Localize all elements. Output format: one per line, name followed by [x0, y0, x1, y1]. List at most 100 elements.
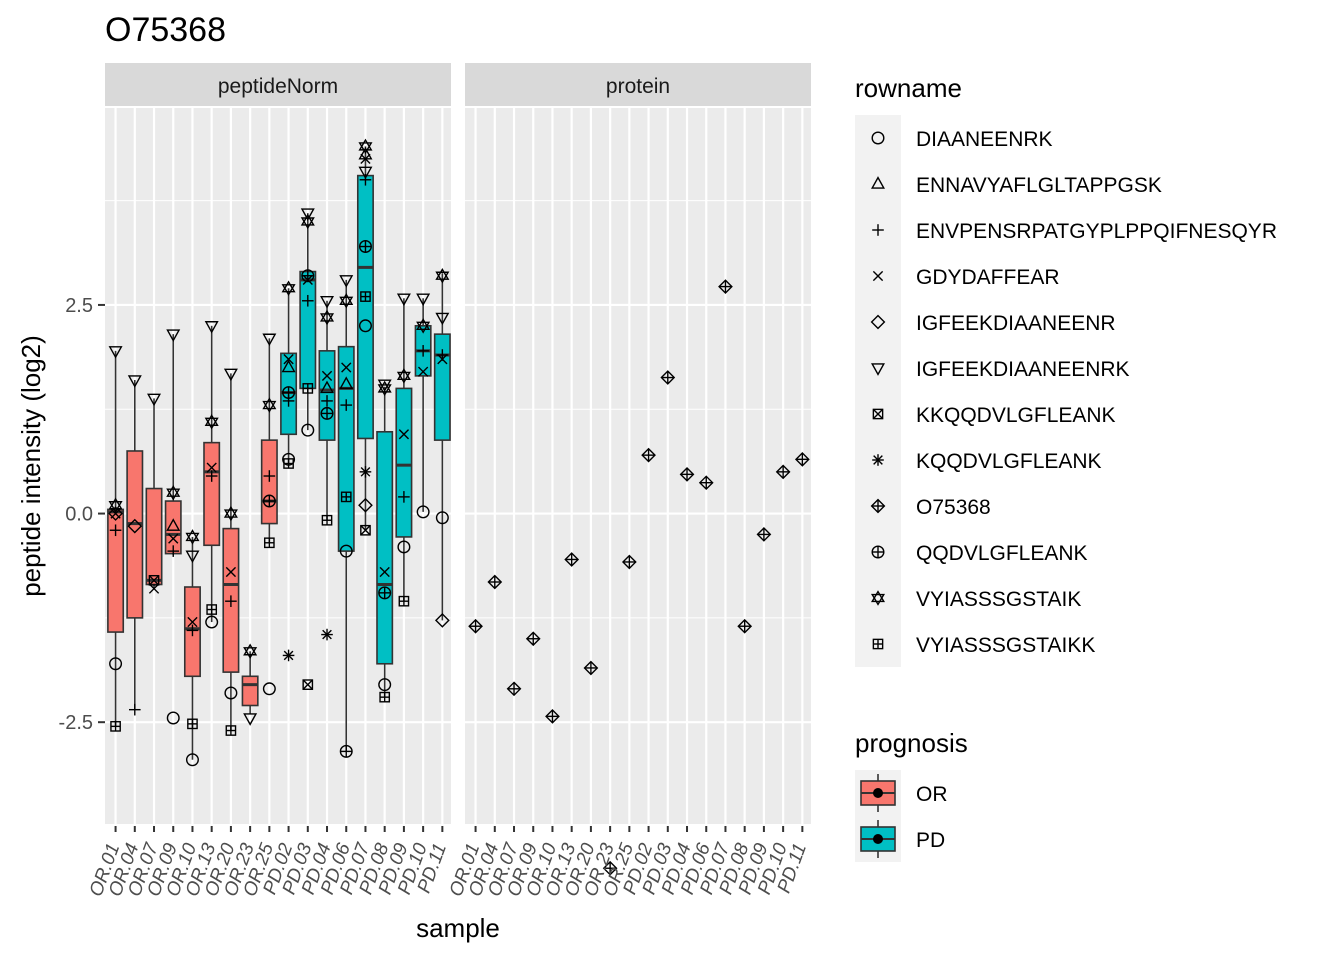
point-qqdvlgfleank	[301, 269, 315, 283]
point-envpensrpatgyplppqifnesqyr	[167, 545, 180, 557]
point-vyiasssgstaikk	[206, 604, 218, 615]
box-PD.06	[337, 279, 355, 752]
legend-item: ENVPENSRPATGYPLPPQIFNESQYR	[872, 220, 1277, 243]
legend-symbol-square-plus	[872, 638, 884, 650]
legend-item: VYIASSSGSTAIKK	[872, 634, 1095, 657]
point-igfeekdiaaneenrk	[243, 713, 258, 726]
legend-rowname: rowname DIAANEENRK ENNAVYAFLGLTAPPGSK ENVPE…	[855, 73, 1277, 667]
point-qqdvlgfleank	[378, 586, 392, 600]
legend-label: PD	[916, 829, 945, 852]
point-envpensrpatgyplppqifnesqyr	[205, 470, 218, 482]
box-PD.09	[395, 298, 413, 602]
legend-symbol-circle	[871, 131, 885, 145]
legend-item: KQQDVLGFLEANK	[872, 450, 1102, 473]
point-igfeekdiaaneenrk	[262, 333, 277, 347]
point-vyiasssgstaik	[185, 529, 200, 545]
box-OR.13	[203, 325, 221, 623]
legend-label: DIAANEENRK	[916, 128, 1053, 151]
point-gdydaffear	[187, 616, 198, 628]
point-o75368	[545, 708, 560, 724]
facet-strip	[465, 63, 811, 106]
point-gdydaffear	[168, 533, 179, 544]
point-diaaneenrk	[339, 544, 353, 558]
point-vyiasssgstaik	[243, 643, 258, 660]
point-o75368	[583, 660, 599, 676]
point-envpensrpatgyplppqifnesqyr	[128, 703, 141, 716]
point-vyiasssgstaik	[204, 414, 219, 430]
point-igfeekdiaaneenrk	[320, 296, 335, 309]
facet-strip-label: peptideNorm	[218, 75, 338, 98]
point-igfeekdiaaneenrk	[339, 275, 354, 288]
point-vyiasssgstaik	[435, 267, 450, 284]
point-igfeekdiaaneenrk	[127, 375, 142, 388]
point-vyiasssgstaikk	[302, 383, 314, 394]
point-vyiasssgstaik	[396, 368, 411, 384]
legend-symbol-circle-plus	[871, 545, 885, 559]
point-igfeekdiaaneenrk	[396, 293, 411, 307]
point-igfeekdiaaneenr	[434, 613, 450, 628]
point-vyiasssgstaik	[339, 293, 354, 309]
point-vyiasssgstaik	[262, 397, 277, 413]
box-PD.08	[376, 386, 394, 698]
point-ennavyaflgltappgsk	[320, 380, 335, 394]
point-gdydaffear	[417, 366, 429, 377]
legend-label: ENVPENSRPATGYPLPPQIFNESQYR	[916, 220, 1277, 243]
y-tick-label: 2.5	[65, 295, 93, 317]
point-envpensrpatgyplppqifnesqyr	[359, 173, 372, 186]
box-OR.04	[126, 380, 144, 710]
point-o75368	[679, 466, 695, 482]
point-o75368	[487, 574, 503, 590]
point-igfeekdiaaneenrk	[108, 346, 123, 359]
point-gdydaffear	[283, 354, 294, 365]
point-envpensrpatgyplppqifnesqyr	[417, 345, 429, 357]
point-o75368	[756, 527, 772, 542]
point-kkqqdvlgfleank	[302, 679, 314, 690]
point-igfeekdiaaneenrk	[300, 208, 315, 221]
legend-item: KKQQDVLGFLEANK	[872, 404, 1116, 427]
point-diaaneenrk	[205, 615, 219, 629]
legend-symbol-square-cross	[872, 408, 884, 420]
point-igfeekdiaaneenr	[108, 506, 123, 521]
point-diaaneenrk	[416, 505, 430, 519]
point-vyiasssgstaikk	[283, 458, 294, 469]
legend-symbol-diamond-plus	[870, 498, 886, 514]
point-envpensrpatgyplppqifnesqyr	[225, 595, 237, 607]
point-kkqqdvlgfleank	[148, 574, 160, 586]
point-envpensrpatgyplppqifnesqyr	[263, 470, 276, 482]
point-igfeekdiaaneenrk	[416, 293, 431, 307]
point-diaaneenrk	[301, 423, 315, 437]
point-igfeekdiaaneenr	[358, 497, 373, 513]
point-kkqqdvlgfleank	[360, 524, 371, 536]
point-igfeekdiaaneenrk	[185, 550, 200, 564]
point-gdydaffear	[321, 370, 333, 382]
point-gdydaffear	[379, 566, 390, 578]
point-envpensrpatgyplppqifnesqyr	[186, 624, 199, 637]
point-o75368	[641, 447, 656, 463]
point-igfeekdiaaneenrk	[147, 393, 162, 407]
legend-title: rowname	[855, 73, 962, 103]
legend-item: VYIASSSGSTAIK	[870, 588, 1081, 611]
panel-background	[465, 108, 811, 824]
legend-item-pd: PD	[855, 816, 945, 862]
point-o75368	[775, 464, 791, 480]
legend-item-or: OR	[855, 770, 948, 816]
legend-symbol-cross	[872, 270, 884, 282]
point-o75368	[621, 554, 637, 570]
legend-prognosis: prognosis OR PD	[855, 728, 968, 862]
legend-symbol-diamond	[870, 314, 886, 330]
x-axis-label: sample	[416, 913, 500, 943]
legend-item: IGFEEKDIAANEENRK	[871, 358, 1130, 381]
legend-item: ENNAVYAFLGLTAPPGSK	[871, 174, 1162, 197]
legend-symbol-triangle-down	[871, 363, 885, 376]
point-o75368	[602, 860, 618, 876]
facet-protein: proteinOR.01OR.04OR.07OR.09OR.10OR.13OR.…	[446, 63, 811, 899]
legend-key-background	[855, 115, 901, 667]
point-qqdvlgfleank	[320, 406, 334, 420]
point-envpensrpatgyplppqifnesqyr	[321, 395, 333, 407]
point-kqqdvlgfleank	[321, 628, 333, 641]
point-igfeekdiaaneenrk	[204, 321, 219, 334]
point-diaaneenrk	[378, 678, 392, 692]
point-vyiasssgstaik	[416, 318, 431, 334]
point-diaaneenrk	[224, 686, 238, 700]
